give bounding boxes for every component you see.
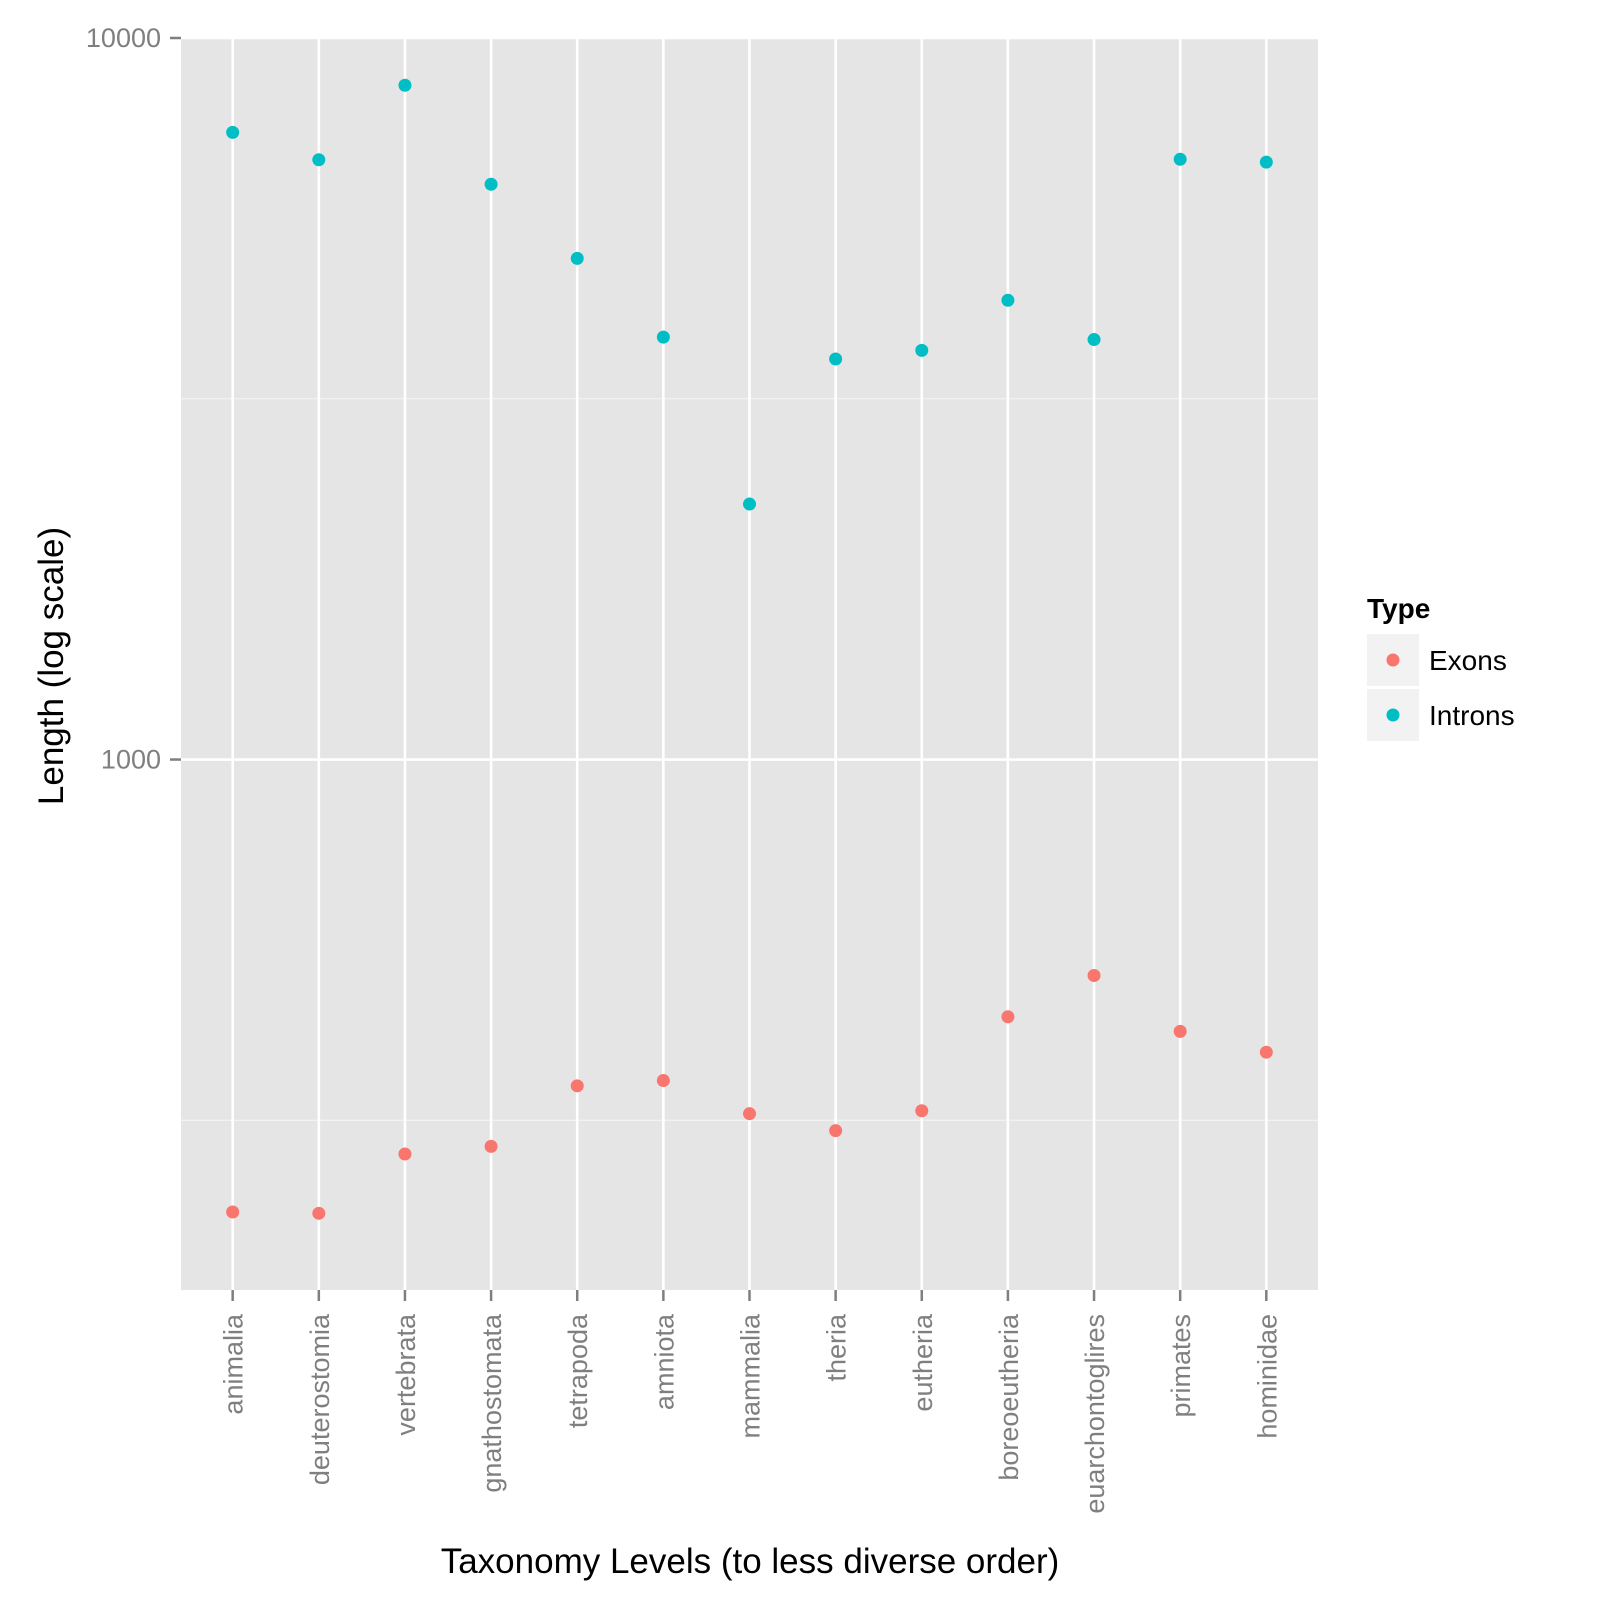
point-introns-euarchontoglires bbox=[1087, 333, 1101, 347]
x-tick-label-mammalia: mammalia bbox=[736, 1313, 766, 1439]
x-tick-label-animalia: animalia bbox=[219, 1313, 249, 1415]
point-exons-gnathostomata bbox=[484, 1139, 498, 1153]
point-exons-deuterostomia bbox=[312, 1206, 326, 1220]
y-axis-title: Length (log scale) bbox=[32, 527, 71, 805]
point-introns-amniota bbox=[656, 330, 670, 344]
point-exons-hominidae bbox=[1259, 1045, 1273, 1059]
x-tick-label-amniota: amniota bbox=[649, 1313, 679, 1410]
point-introns-theria bbox=[829, 352, 843, 366]
point-introns-primates bbox=[1173, 152, 1187, 166]
y-tick-label: 10000 bbox=[86, 23, 161, 53]
point-exons-theria bbox=[829, 1124, 843, 1138]
point-exons-euarchontoglires bbox=[1087, 968, 1101, 982]
point-introns-eutheria bbox=[915, 343, 929, 357]
axes: 1000 10000 animalia deuterostomia vertebrata… bbox=[86, 23, 1282, 1514]
x-tick-label-gnathostomata: gnathostomata bbox=[477, 1313, 507, 1493]
point-exons-animalia bbox=[226, 1205, 240, 1219]
point-introns-tetrapoda bbox=[570, 251, 584, 265]
legend-label-introns: Introns bbox=[1429, 700, 1515, 731]
point-introns-gnathostomata bbox=[484, 177, 498, 191]
x-tick-label-euarchontoglires: euarchontoglires bbox=[1080, 1314, 1110, 1514]
x-tick-label-vertebrata: vertebrata bbox=[391, 1313, 421, 1436]
x-tick-label-eutheria: eutheria bbox=[908, 1313, 938, 1412]
point-introns-vertebrata bbox=[398, 78, 412, 92]
x-tick-label-hominidae: hominidae bbox=[1252, 1314, 1282, 1439]
x-tick-label-boreoeutheria: boreoeutheria bbox=[994, 1313, 1024, 1481]
legend-marker-exons bbox=[1386, 653, 1400, 667]
legend-marker-introns bbox=[1386, 708, 1400, 722]
point-introns-deuterostomia bbox=[312, 153, 326, 167]
x-axis-title: Taxonomy Levels (to less diverse order) bbox=[441, 1542, 1060, 1581]
point-introns-hominidae bbox=[1259, 155, 1273, 169]
point-introns-mammalia bbox=[743, 497, 756, 511]
point-exons-amniota bbox=[656, 1074, 670, 1088]
x-tick-label-primates: primates bbox=[1166, 1314, 1196, 1418]
x-tick-label-deuterostomia: deuterostomia bbox=[305, 1313, 335, 1485]
point-exons-mammalia bbox=[743, 1107, 756, 1121]
point-introns-boreoeutheria bbox=[1001, 293, 1015, 307]
x-tick-label-theria: theria bbox=[822, 1313, 852, 1382]
point-exons-vertebrata bbox=[398, 1147, 412, 1161]
legend-label-exons: Exons bbox=[1429, 645, 1507, 676]
x-tick-label-tetrapoda: tetrapoda bbox=[563, 1313, 593, 1428]
point-introns-animalia bbox=[226, 125, 240, 139]
data-points bbox=[226, 78, 1273, 1220]
point-exons-boreoeutheria bbox=[1001, 1010, 1015, 1024]
point-exons-tetrapoda bbox=[570, 1079, 584, 1093]
legend: Type Exons Introns bbox=[1367, 593, 1515, 741]
point-exons-eutheria bbox=[915, 1104, 929, 1118]
legend-title: Type bbox=[1367, 593, 1430, 624]
point-exons-primates bbox=[1173, 1024, 1187, 1038]
y-tick-label: 1000 bbox=[101, 745, 161, 775]
